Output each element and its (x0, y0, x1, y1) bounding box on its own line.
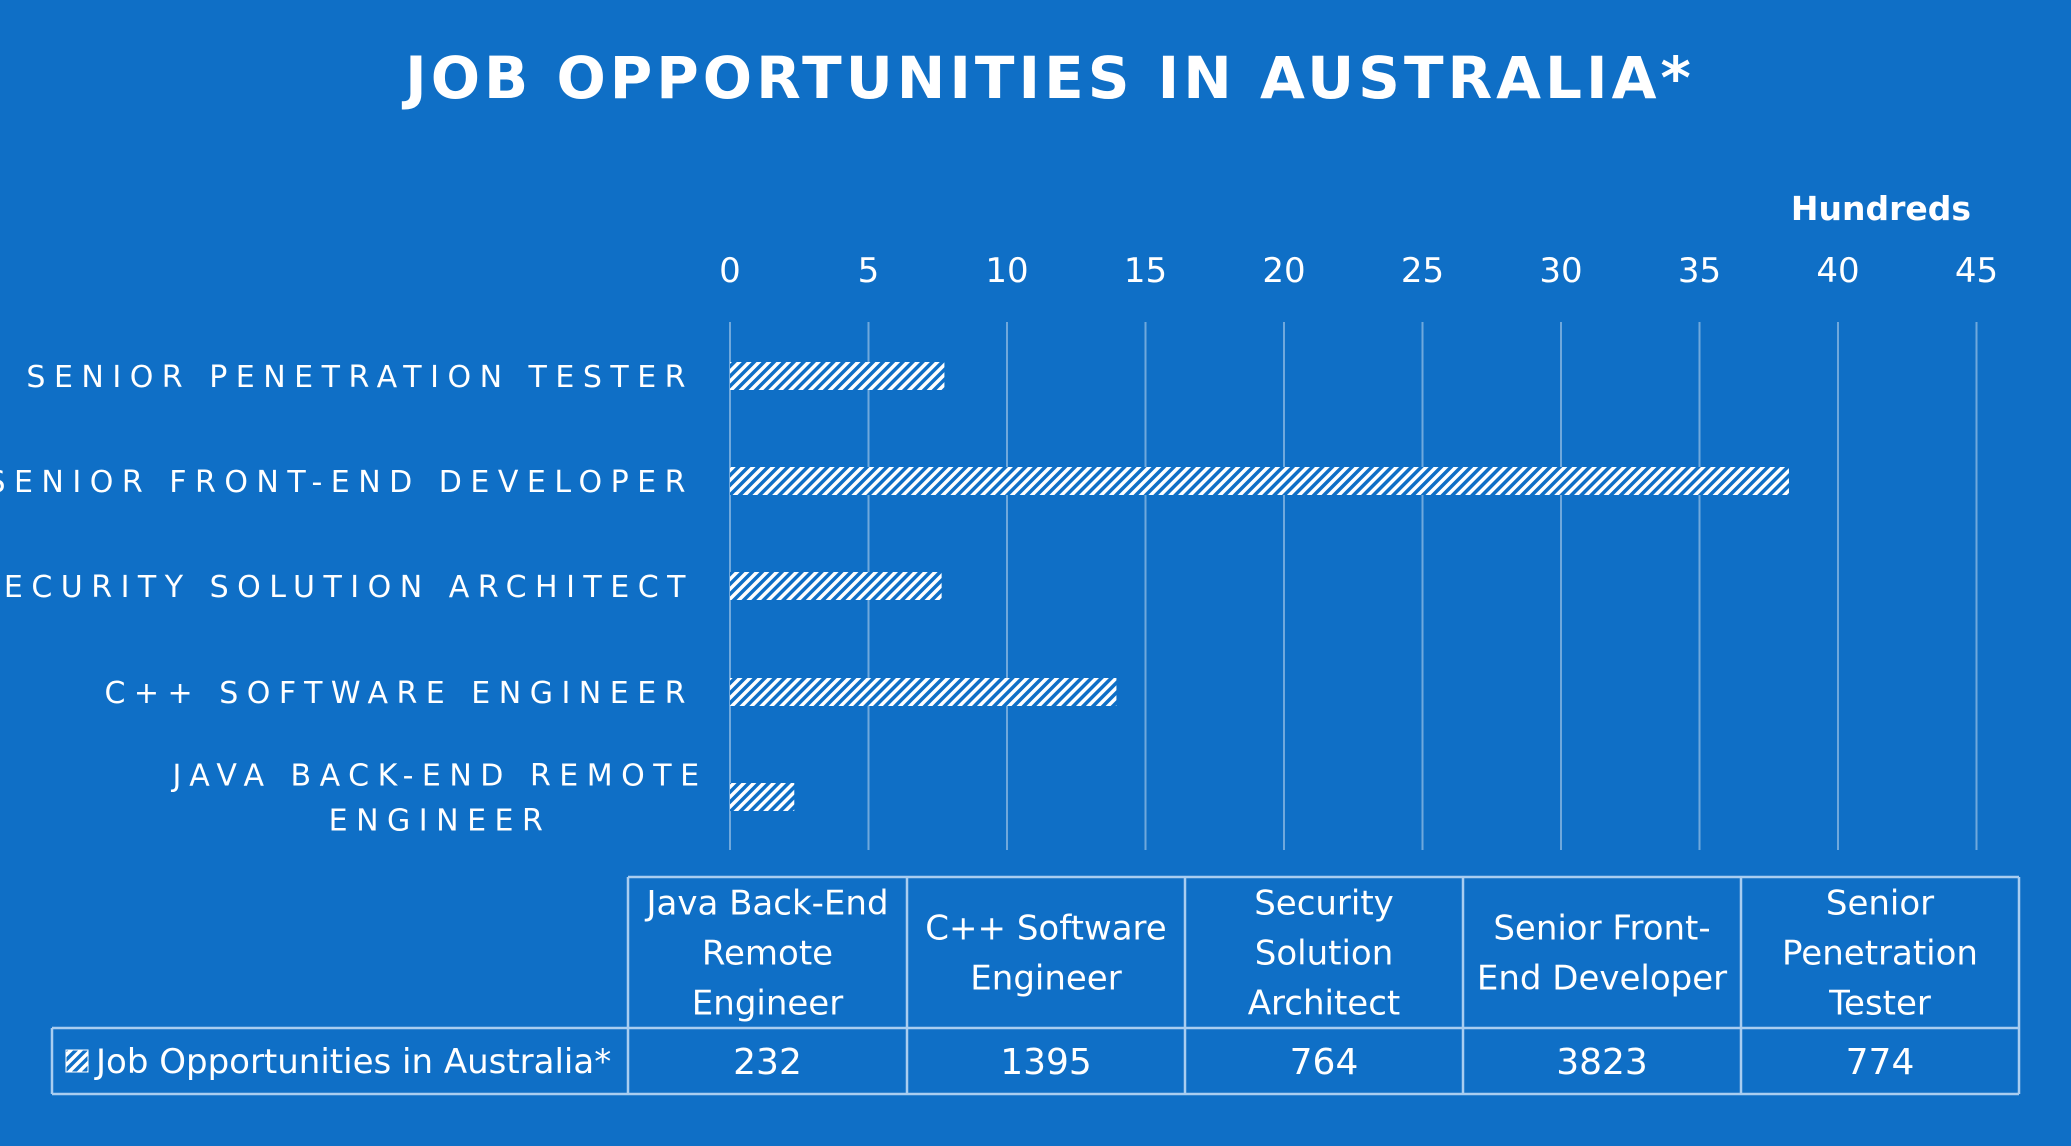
table-header-label: Architect (1248, 984, 1400, 1024)
gridlines (729, 322, 1978, 850)
category-label: ENGINEER (329, 804, 552, 839)
table-header-label: Tester (1828, 984, 1931, 1024)
value-axis: 0 5 10 15 20 25 30 35 40 45 (719, 251, 1998, 291)
value-tick-label: 15 (1124, 251, 1167, 291)
display-units-label: Hundreds (1791, 189, 1971, 228)
table-value: 1395 (1000, 1042, 1092, 1083)
value-tick-label: 25 (1401, 251, 1444, 291)
category-label: SECURITY SOLUTION ARCHITECT (0, 570, 694, 605)
table-header-label: Engineer (970, 959, 1121, 999)
category-axis: JAVA BACK-END REMOTE ENGINEER C++ SOFTWARE… (0, 360, 707, 839)
table-header-label: Java Back-End (644, 884, 888, 924)
table-header-label: Remote (702, 934, 833, 974)
table-header-label: End Developer (1477, 959, 1727, 999)
bar (730, 783, 795, 811)
value-tick-label: 20 (1262, 251, 1305, 291)
value-tick-label: 0 (719, 251, 741, 291)
data-table: Java Back-End Remote Engineer C++ Software E… (50, 875, 2021, 1096)
table-value: 764 (1290, 1042, 1359, 1083)
value-tick-label: 40 (1816, 251, 1859, 291)
table-header-label: Security (1254, 884, 1394, 924)
bar (730, 467, 1789, 495)
bar (730, 678, 1117, 706)
table-header-label: Engineer (692, 984, 843, 1024)
value-tick-label: 45 (1955, 251, 1998, 291)
table-header-label: Senior Front- (1493, 909, 1710, 949)
value-tick-label: 10 (985, 251, 1028, 291)
category-label: JAVA BACK-END REMOTE (170, 759, 707, 794)
category-label: SENIOR PENETRATION TESTER (26, 360, 694, 395)
value-tick-label: 30 (1539, 251, 1582, 291)
table-header-label: C++ Software (925, 909, 1166, 949)
category-label: SENIOR FRONT-END DEVELOPER (0, 465, 694, 500)
table-row-label: Job Opportunities in Australia* (94, 1042, 611, 1082)
legend-key (65, 1049, 89, 1073)
bar (730, 362, 945, 390)
table-header-label: Solution (1255, 934, 1394, 974)
category-label: C++ SOFTWARE ENGINEER (104, 676, 694, 711)
table-header-label: Penetration (1782, 934, 1978, 974)
table-value: 3823 (1556, 1042, 1648, 1083)
table-value: 774 (1846, 1042, 1915, 1083)
bars (730, 362, 1789, 811)
bar (730, 572, 942, 600)
value-tick-label: 5 (858, 251, 880, 291)
value-tick-label: 35 (1678, 251, 1721, 291)
table-value: 232 (733, 1042, 802, 1083)
table-header-label: Senior (1826, 884, 1934, 924)
chart-title: JOB OPPORTUNITIES IN AUSTRALIA* (401, 44, 1695, 112)
